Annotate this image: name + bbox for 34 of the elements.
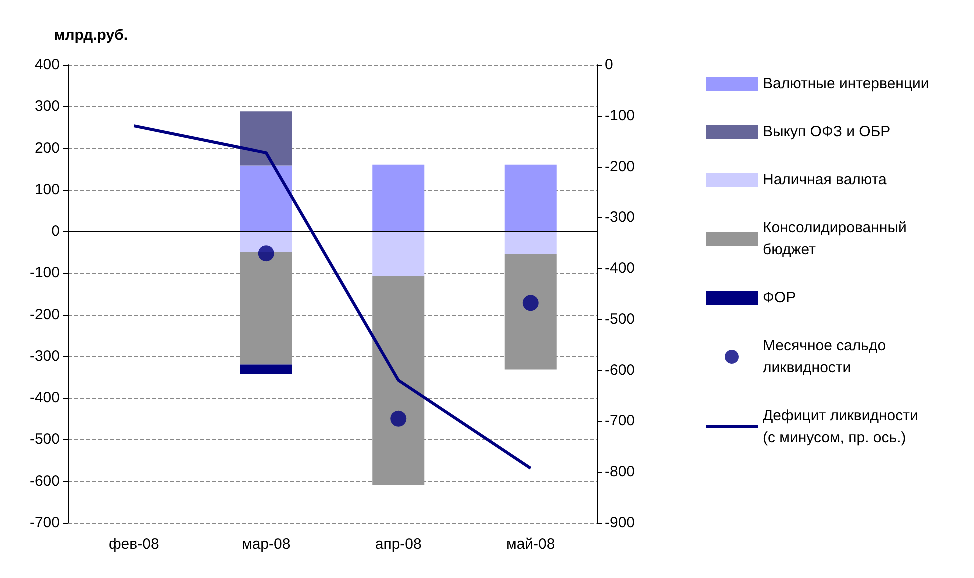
legend-label: Месячное сальдо ликвидности xyxy=(763,338,886,376)
y-tick-label: -700 xyxy=(30,514,60,532)
legend-label: Выкуп ОФЗ и ОБР xyxy=(763,124,891,140)
y-tick-label: 0 xyxy=(52,223,60,240)
legend-label: Консолидированный бюджет xyxy=(763,220,907,258)
y2-tick-label: -800 xyxy=(605,464,636,481)
y2-tick-label: -300 xyxy=(605,209,636,226)
y-tick-label: -600 xyxy=(30,472,60,490)
legend-label: Наличная валюта xyxy=(763,172,888,188)
y-tick-label: 400 xyxy=(34,56,60,74)
x-tick-label: апр-08 xyxy=(375,536,422,553)
y2-tick-label: 0 xyxy=(605,56,614,74)
y2-tick-label: -200 xyxy=(605,158,636,176)
y2-tick-label: -100 xyxy=(605,107,636,124)
y2-tick-label: -700 xyxy=(605,412,636,430)
y2-tick-label: -900 xyxy=(605,514,636,532)
x-tick-label: фев-08 xyxy=(108,536,160,553)
y-tick-label: -500 xyxy=(30,431,60,448)
x-tick-label: май-08 xyxy=(506,536,556,553)
y-tick-label: -300 xyxy=(30,348,60,365)
legend-label: ФОР xyxy=(763,290,796,306)
y-tick-label: 100 xyxy=(34,181,60,198)
y2-tick-label: -600 xyxy=(605,362,636,379)
y-axis-title: млрд.руб. xyxy=(54,27,128,44)
y2-tick-label: -500 xyxy=(605,310,636,328)
y-tick-label: 200 xyxy=(34,140,60,157)
y-tick-label: 300 xyxy=(34,98,60,116)
y2-tick-label: -400 xyxy=(605,260,636,278)
y-tick-label: -200 xyxy=(30,306,60,324)
legend-label: Дефицит ликвидности (с минусом, пр. ось.) xyxy=(763,408,918,446)
y-tick-label: -400 xyxy=(30,390,60,407)
y-tick-label: -100 xyxy=(30,264,60,282)
legend-label: Валютные интервенции xyxy=(763,76,930,92)
x-tick-label: мар-08 xyxy=(242,536,291,553)
